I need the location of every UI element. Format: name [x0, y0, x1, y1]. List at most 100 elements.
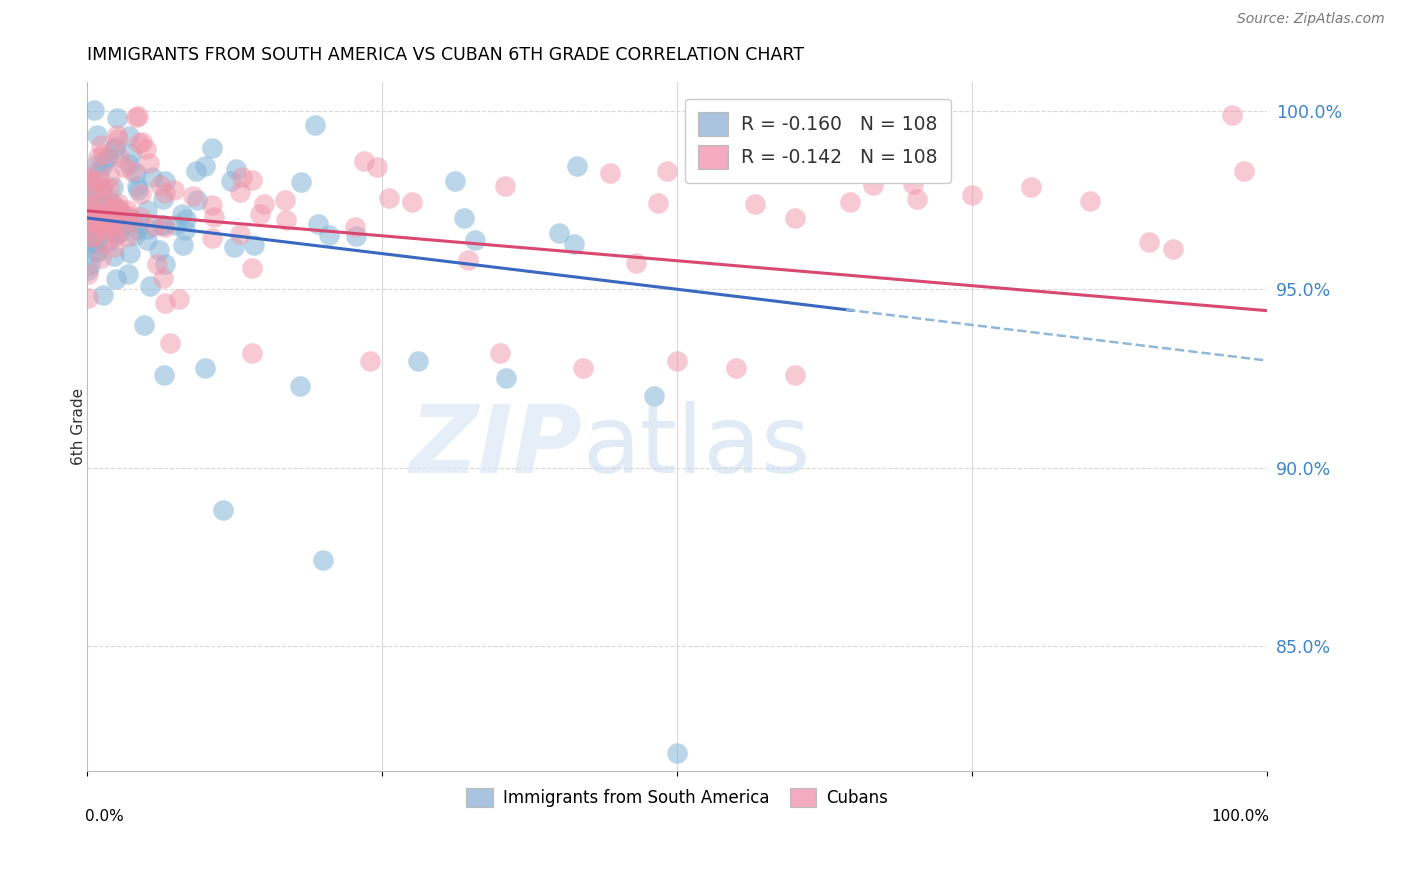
Point — [98, 169, 121, 184]
Point — [82, 214, 104, 228]
Point — [240, 261, 263, 276]
Point — [86, 199, 108, 213]
Point — [83, 214, 105, 228]
Point — [94, 236, 117, 251]
Point — [172, 237, 194, 252]
Point — [76, 195, 98, 210]
Point — [194, 159, 217, 173]
Point — [489, 346, 512, 360]
Point — [201, 197, 224, 211]
Point — [127, 109, 149, 123]
Point — [132, 318, 155, 332]
Point — [103, 200, 125, 214]
Point — [138, 278, 160, 293]
Point — [905, 192, 928, 206]
Point — [104, 228, 127, 243]
Point — [76, 199, 98, 213]
Point — [87, 219, 110, 234]
Point — [127, 183, 149, 197]
Point — [98, 181, 121, 195]
Point — [153, 173, 176, 187]
Point — [96, 202, 118, 217]
Point — [82, 229, 104, 244]
Point — [100, 202, 122, 216]
Point — [359, 353, 381, 368]
Point — [104, 139, 127, 153]
Point — [103, 214, 125, 228]
Point — [103, 142, 125, 156]
Point — [91, 186, 114, 201]
Point — [105, 128, 128, 143]
Point — [318, 227, 340, 242]
Point — [77, 167, 100, 181]
Point — [87, 150, 110, 164]
Point — [90, 251, 112, 265]
Point — [107, 195, 129, 210]
Point — [77, 292, 100, 306]
Point — [117, 267, 139, 281]
Point — [107, 150, 129, 164]
Point — [274, 193, 297, 207]
Point — [101, 199, 124, 213]
Point — [785, 368, 807, 382]
Point — [76, 173, 98, 187]
Point — [121, 164, 143, 178]
Point — [83, 235, 105, 249]
Point — [201, 140, 224, 154]
Point — [82, 229, 104, 244]
Point — [194, 360, 217, 375]
Point — [149, 178, 172, 193]
Point — [167, 292, 190, 306]
Point — [84, 158, 107, 172]
Point — [201, 231, 224, 245]
Point — [962, 188, 984, 202]
Text: IMMIGRANTS FROM SOUTH AMERICA VS CUBAN 6TH GRADE CORRELATION CHART: IMMIGRANTS FROM SOUTH AMERICA VS CUBAN 6… — [87, 46, 804, 64]
Point — [111, 208, 134, 222]
Point — [274, 213, 297, 227]
Point — [90, 137, 112, 152]
Text: 100.0%: 100.0% — [1212, 808, 1270, 823]
Point — [76, 210, 98, 224]
Point — [145, 257, 167, 271]
Point — [125, 166, 148, 180]
Point — [94, 207, 117, 221]
Point — [725, 360, 748, 375]
Point — [571, 360, 593, 375]
Point — [152, 192, 174, 206]
Point — [124, 227, 146, 242]
Point — [143, 219, 166, 234]
Point — [83, 204, 105, 219]
Point — [131, 135, 153, 149]
Point — [406, 353, 429, 368]
Point — [94, 152, 117, 166]
Point — [184, 163, 207, 178]
Point — [80, 197, 103, 211]
Point — [79, 236, 101, 251]
Point — [457, 253, 479, 268]
Point — [77, 263, 100, 277]
Point — [108, 226, 131, 240]
Point — [186, 193, 208, 207]
Point — [136, 221, 159, 235]
Point — [121, 211, 143, 226]
Point — [366, 160, 388, 174]
Point — [304, 118, 326, 132]
Point — [91, 158, 114, 172]
Point — [344, 228, 367, 243]
Point — [453, 211, 475, 225]
Point — [120, 147, 142, 161]
Point — [288, 378, 311, 392]
Point — [103, 240, 125, 254]
Point — [785, 211, 807, 225]
Point — [110, 204, 132, 219]
Point — [77, 267, 100, 281]
Point — [105, 226, 128, 240]
Point — [128, 216, 150, 230]
Point — [153, 218, 176, 232]
Point — [240, 173, 263, 187]
Point — [77, 171, 100, 186]
Point — [79, 232, 101, 246]
Point — [124, 111, 146, 125]
Point — [599, 166, 621, 180]
Point — [565, 159, 588, 173]
